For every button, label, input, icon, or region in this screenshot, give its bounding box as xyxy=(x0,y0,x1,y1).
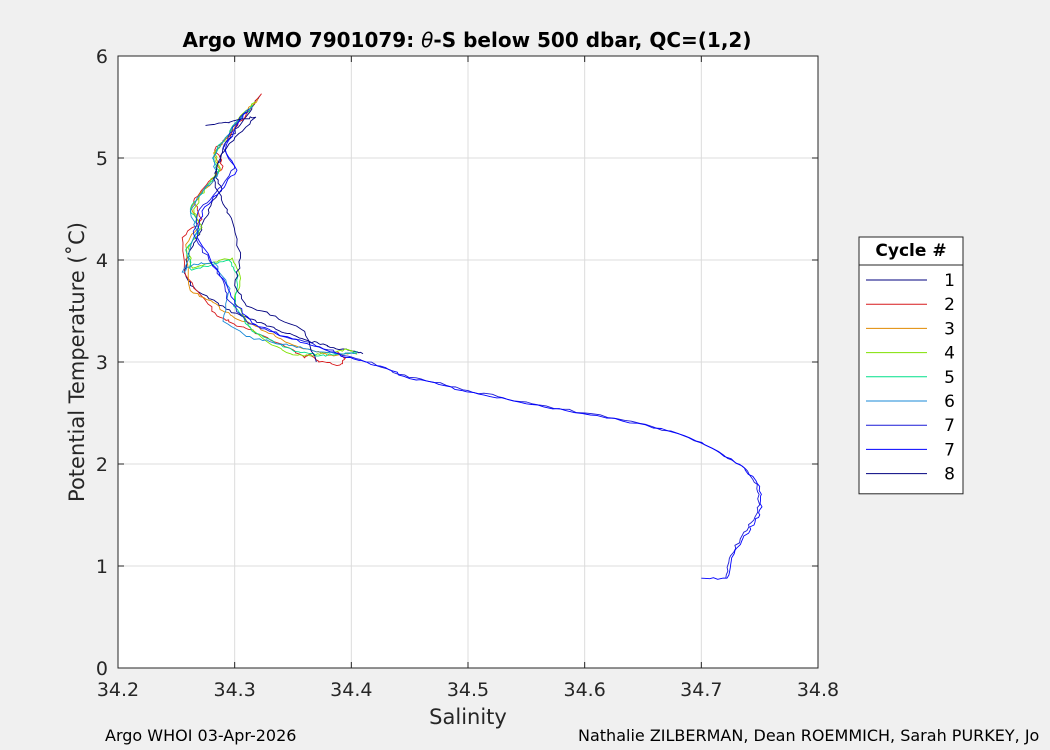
series-line-cycle-8 xyxy=(205,116,317,363)
legend-label: 4 xyxy=(944,344,955,364)
legend: Cycle # 1 2 3 4 5 6 7 7 8 xyxy=(858,236,964,495)
x-tick-label: 34.8 xyxy=(797,679,839,701)
y-tick-label: 1 xyxy=(96,556,108,578)
legend-label: 7 xyxy=(944,416,955,436)
series-line-cycle-7 xyxy=(196,111,763,580)
y-tick-label: 4 xyxy=(96,250,108,272)
legend-label: 5 xyxy=(944,368,955,388)
legend-label: 3 xyxy=(944,319,955,339)
legend-title: Cycle # xyxy=(875,241,946,261)
legend-label: 7 xyxy=(944,440,955,460)
x-tick-label: 34.4 xyxy=(330,679,372,701)
legend-label: 2 xyxy=(944,295,955,315)
x-tick-label: 34.7 xyxy=(680,679,722,701)
ticks: 34.2 34.3 34.4 34.5 34.6 34.7 34.8 0 1 2 3 4 5 6 xyxy=(96,46,839,701)
x-axis-label: Salinity xyxy=(429,705,507,729)
series-line-cycle-1 xyxy=(184,95,364,355)
x-tick-label: 34.6 xyxy=(564,679,606,701)
legend-label: 8 xyxy=(944,465,955,485)
y-tick-label: 6 xyxy=(96,46,108,68)
series-line-cycle-3 xyxy=(185,98,352,357)
y-axis-label: Potential Temperature (˚C) xyxy=(65,222,89,502)
legend-label: 1 xyxy=(944,271,955,291)
series-layer xyxy=(181,93,763,580)
y-tick-label: 2 xyxy=(96,454,108,476)
series-line-cycle-6 xyxy=(181,106,358,355)
y-tick-label: 5 xyxy=(96,148,108,170)
chart-title: Argo WMO 7901079: θ-S below 500 dbar, QC… xyxy=(183,28,752,52)
series-line-cycle-5 xyxy=(185,104,358,357)
legend-label: 6 xyxy=(944,392,955,412)
x-tick-label: 34.3 xyxy=(214,679,256,701)
footer-left: Argo WHOI 03-Apr-2026 xyxy=(105,726,297,745)
footer-right: Nathalie ZILBERMAN, Dean ROEMMICH, Sarah… xyxy=(578,726,1040,745)
y-tick-label: 0 xyxy=(96,658,108,680)
y-tick-label: 3 xyxy=(96,352,108,374)
x-tick-label: 34.2 xyxy=(97,679,139,701)
grid xyxy=(118,56,818,668)
x-tick-label: 34.5 xyxy=(447,679,489,701)
